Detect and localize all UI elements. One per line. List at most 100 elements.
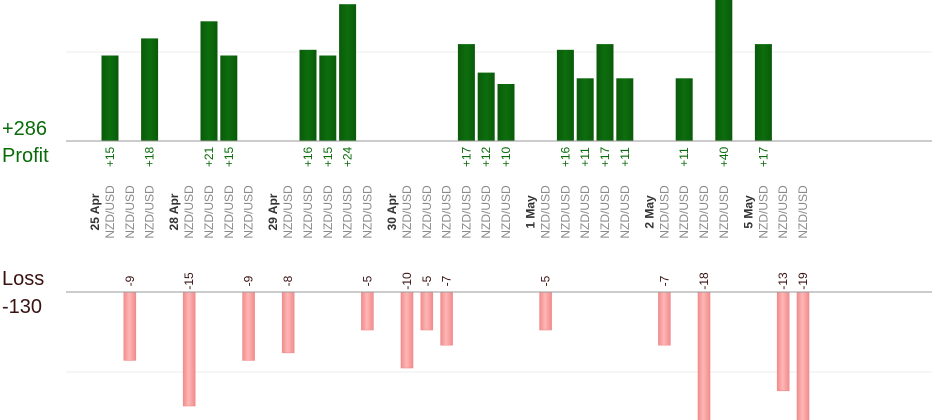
pair-label: NZD/USD bbox=[657, 185, 671, 239]
loss-value-label: -18 bbox=[697, 272, 711, 290]
profit-value-label: +17 bbox=[459, 146, 473, 167]
loss-bar bbox=[796, 291, 810, 420]
loss-bar bbox=[420, 291, 434, 331]
profit-value-label: +17 bbox=[598, 146, 612, 167]
profit-bar bbox=[675, 78, 693, 141]
date-label: 30 Apr bbox=[385, 193, 399, 230]
loss-value-label: -8 bbox=[281, 275, 295, 286]
pair-label: NZD/USD bbox=[578, 185, 592, 239]
profit-label: Profit bbox=[2, 145, 49, 167]
loss-value-label: -7 bbox=[440, 275, 454, 286]
loss-label: Loss bbox=[2, 268, 45, 290]
pair-label: NZD/USD bbox=[103, 185, 117, 239]
pair-label: NZD/USD bbox=[222, 185, 236, 239]
loss-bar bbox=[361, 291, 374, 331]
profit-value-label: +15 bbox=[222, 146, 236, 167]
loss-value-label: -7 bbox=[657, 275, 671, 286]
loss-bar bbox=[697, 291, 711, 420]
loss-bar bbox=[440, 291, 453, 346]
profit-bar bbox=[576, 78, 594, 141]
profit-bar bbox=[754, 44, 772, 141]
profit-value-label: +16 bbox=[558, 146, 572, 167]
pair-label: NZD/USD bbox=[499, 185, 513, 239]
profit-value-label: +10 bbox=[499, 146, 513, 167]
pair-label: NZD/USD bbox=[539, 185, 553, 239]
loss-bar bbox=[123, 291, 137, 361]
loss-value-label: -19 bbox=[796, 272, 810, 290]
profit-bar bbox=[497, 84, 515, 141]
profit-bar bbox=[141, 38, 159, 141]
loss-bar bbox=[539, 291, 552, 331]
profit-value-label: +11 bbox=[578, 147, 592, 167]
date-label: 1 May bbox=[524, 195, 538, 229]
profit-bar bbox=[299, 49, 317, 141]
profit-value-label: +18 bbox=[143, 146, 157, 167]
date-label: 2 May bbox=[642, 195, 656, 229]
pair-label: NZD/USD bbox=[301, 185, 315, 239]
pair-label: NZD/USD bbox=[143, 185, 157, 239]
loss-bar bbox=[182, 291, 196, 407]
pair-label: NZD/USD bbox=[459, 185, 473, 239]
loss-value-label: -10 bbox=[400, 272, 414, 290]
pair-label: NZD/USD bbox=[440, 185, 454, 239]
profit-bar bbox=[101, 55, 119, 141]
pair-label: NZD/USD bbox=[756, 185, 770, 239]
profit-value-label: +11 bbox=[677, 147, 691, 167]
loss-value-label: -9 bbox=[123, 275, 137, 286]
pair-label: NZD/USD bbox=[281, 185, 295, 239]
profit-bar bbox=[477, 72, 495, 141]
date-label: 5 May bbox=[741, 195, 755, 229]
pair-label: NZD/USD bbox=[360, 185, 374, 239]
profit-bar bbox=[596, 44, 614, 141]
profit-bar bbox=[220, 55, 238, 141]
loss-value-label: -5 bbox=[360, 275, 374, 286]
loss-value-label: -5 bbox=[539, 275, 553, 286]
profit-value-label: +40 bbox=[717, 146, 731, 167]
profit-bar bbox=[319, 55, 337, 141]
profit-value-label: +16 bbox=[301, 146, 315, 167]
loss-bar bbox=[400, 291, 414, 369]
profit-bar bbox=[339, 4, 357, 142]
loss-value-label: -13 bbox=[776, 272, 790, 290]
profit-bar bbox=[616, 78, 634, 141]
loss-bar bbox=[281, 291, 295, 354]
profit-bar bbox=[200, 21, 218, 141]
date-label: 28 Apr bbox=[167, 193, 181, 230]
loss-value-label: -15 bbox=[182, 272, 196, 290]
profit-total: +286 bbox=[2, 118, 48, 140]
profit-value-label: +15 bbox=[321, 146, 335, 167]
profit-bar bbox=[457, 44, 475, 141]
pair-label: NZD/USD bbox=[202, 185, 216, 239]
pair-label: NZD/USD bbox=[776, 185, 790, 239]
profit-value-label: +12 bbox=[479, 146, 493, 167]
pair-label: NZD/USD bbox=[796, 185, 810, 239]
pair-label: NZD/USD bbox=[479, 185, 493, 239]
pair-label: NZD/USD bbox=[677, 185, 691, 239]
pair-label: NZD/USD bbox=[697, 185, 711, 239]
profit-bar bbox=[715, 0, 733, 141]
pair-label: NZD/USD bbox=[321, 185, 335, 239]
pair-label: NZD/USD bbox=[420, 185, 434, 239]
pair-label: NZD/USD bbox=[598, 185, 612, 239]
pair-label: NZD/USD bbox=[618, 185, 632, 239]
loss-total: -130 bbox=[2, 296, 43, 318]
pair-label: NZD/USD bbox=[400, 185, 414, 239]
profit-value-label: +11 bbox=[618, 147, 632, 167]
date-label: 25 Apr bbox=[88, 193, 102, 230]
pair-label: NZD/USD bbox=[717, 185, 731, 239]
profit-value-label: +17 bbox=[756, 146, 770, 167]
pair-label: NZD/USD bbox=[558, 185, 572, 239]
loss-bar bbox=[242, 291, 255, 361]
pair-label: NZD/USD bbox=[123, 185, 137, 239]
loss-value-label: -5 bbox=[420, 275, 434, 286]
profit-bar bbox=[556, 49, 574, 141]
loss-value-label: -9 bbox=[242, 275, 256, 286]
pair-label: NZD/USD bbox=[341, 185, 355, 239]
profit-value-label: +21 bbox=[202, 146, 216, 167]
pair-label: NZD/USD bbox=[242, 185, 256, 239]
date-label: 29 Apr bbox=[266, 193, 280, 230]
loss-bar bbox=[658, 291, 671, 346]
pair-label: NZD/USD bbox=[182, 185, 196, 239]
profit-value-label: +15 bbox=[103, 146, 117, 167]
